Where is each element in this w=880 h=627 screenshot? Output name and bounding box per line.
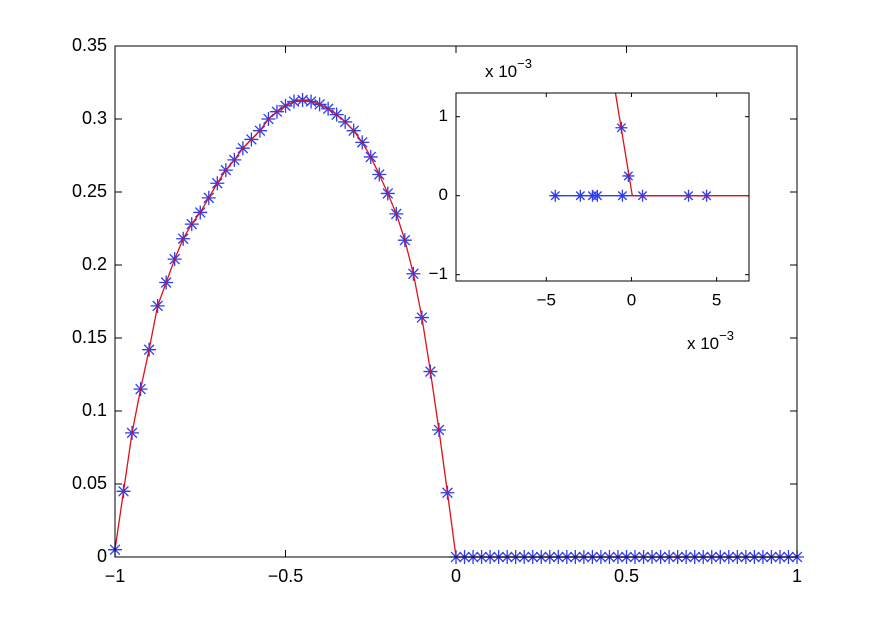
plot-area [549, 93, 749, 202]
axes-box [455, 92, 750, 282]
y-tick-label: 0 [439, 185, 448, 204]
exponent-base: x 10 [687, 334, 719, 353]
x-tick-label: 0.5 [614, 566, 639, 586]
x-tick-label: −1 [105, 566, 126, 586]
x-tick-label: 0 [627, 290, 636, 309]
y-tick-label: −1 [429, 264, 448, 283]
axes-box [114, 45, 798, 558]
y-tick-label: 0.05 [72, 473, 107, 493]
exponent-power: −3 [517, 56, 532, 71]
y-tick-label: 0 [97, 546, 107, 566]
y-tick-label: 0.2 [82, 254, 107, 274]
exponent-power: −3 [719, 328, 734, 343]
x-tick-label: 0 [451, 566, 461, 586]
y-tick-label: 0.3 [82, 108, 107, 128]
x-tick-label: −5 [537, 290, 556, 309]
y-tick-label: 0.1 [82, 400, 107, 420]
y-tick-label: 0.35 [72, 35, 107, 55]
x-tick-label: 5 [712, 290, 721, 309]
x-tick-label: −0.5 [268, 566, 304, 586]
y-tick-label: 0.15 [72, 327, 107, 347]
x-tick-label: 1 [792, 566, 802, 586]
y-tick-label: 0.25 [72, 181, 107, 201]
main-axes: −1 −0.5 0 0.5 1 0 0.05 0.1 0.15 0.2 0.25 0.3 0.35 [72, 35, 804, 586]
marker [622, 169, 635, 182]
marker [549, 189, 562, 202]
x-exponent-label: x 10−3 [687, 328, 734, 353]
line [614, 93, 749, 197]
y-tick-label: 1 [439, 106, 448, 125]
exponent-base: x 10 [485, 62, 517, 81]
y-exponent-label: x 10−3 [485, 56, 532, 81]
